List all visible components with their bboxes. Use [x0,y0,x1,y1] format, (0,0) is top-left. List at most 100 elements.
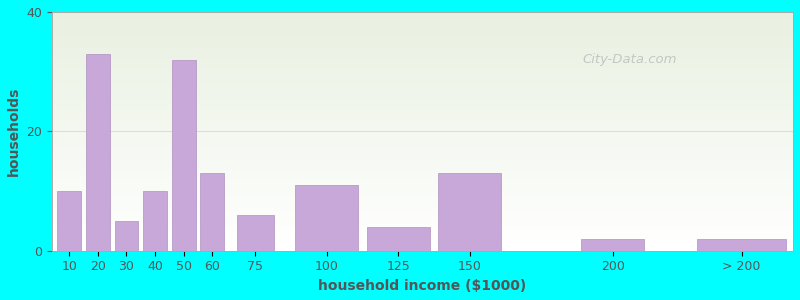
Bar [52,104,793,105]
Bar [114,221,138,251]
Bar [52,85,793,86]
Bar [52,206,793,207]
Bar [52,86,793,87]
Bar [52,154,793,155]
Bar [52,184,793,185]
Bar [52,17,793,18]
Bar [295,185,358,251]
Bar [52,55,793,56]
Bar [52,56,793,57]
Bar [52,20,793,22]
Bar [52,112,793,113]
Bar [52,189,793,190]
Bar [52,242,793,244]
Bar [52,34,793,36]
Bar [52,228,793,229]
Bar [52,67,793,68]
Bar [52,111,793,112]
Bar [52,234,793,235]
Bar [52,49,793,50]
Bar [52,139,793,140]
Bar [52,52,793,54]
Bar [52,130,793,131]
Bar [52,61,793,62]
Bar [52,140,793,141]
Bar [52,197,793,198]
Bar [52,156,793,158]
Bar [52,116,793,117]
Bar [52,143,793,145]
Bar [52,94,793,95]
Bar [52,73,793,74]
Bar [52,64,793,66]
Bar [52,99,793,100]
Bar [52,202,793,203]
Bar [52,141,793,142]
Bar [52,107,793,109]
Bar [52,79,793,80]
Bar [52,188,793,189]
Bar [52,248,793,250]
Bar [52,158,793,159]
Bar [52,221,793,222]
Bar [52,173,793,174]
Bar [52,25,793,26]
Bar [52,98,793,99]
Bar [52,105,793,106]
Bar [52,39,793,41]
Bar [52,12,793,13]
Bar [52,115,793,116]
Bar [52,19,793,20]
Bar [58,191,81,251]
Bar [52,118,793,119]
Bar [52,31,793,32]
Bar [52,100,793,101]
Bar [86,54,110,251]
Bar [52,247,793,248]
Bar [52,129,793,130]
Bar [52,174,793,175]
Bar [582,239,645,251]
Bar [52,45,793,46]
Bar [52,122,793,123]
Bar [52,195,793,196]
Bar [52,133,793,134]
Bar [52,137,793,139]
Bar [52,236,793,238]
Bar [52,142,793,143]
Bar [201,173,224,251]
Bar [52,46,793,48]
Bar [52,70,793,72]
Bar [52,222,793,223]
Bar [52,235,793,236]
Bar [52,177,793,178]
Bar [52,26,793,28]
Bar [52,162,793,164]
Bar [52,128,793,129]
Bar [52,153,793,154]
Bar [438,173,502,251]
Bar [52,146,793,147]
Bar [52,198,793,200]
Bar [52,40,793,42]
Bar [52,135,793,136]
Bar [52,164,793,165]
Bar [52,250,793,251]
Bar [52,18,793,19]
Bar [52,172,793,173]
Bar [52,78,793,79]
Bar [52,148,793,149]
Bar [52,134,793,135]
Bar [52,182,793,183]
Bar [52,220,793,221]
Bar [52,51,793,52]
Bar [52,30,793,31]
Bar [52,218,793,220]
Bar [52,90,793,91]
Bar [52,210,793,211]
Bar [52,127,793,128]
Bar [52,183,793,184]
Bar [52,224,793,226]
Bar [52,147,793,148]
Bar [52,203,793,204]
